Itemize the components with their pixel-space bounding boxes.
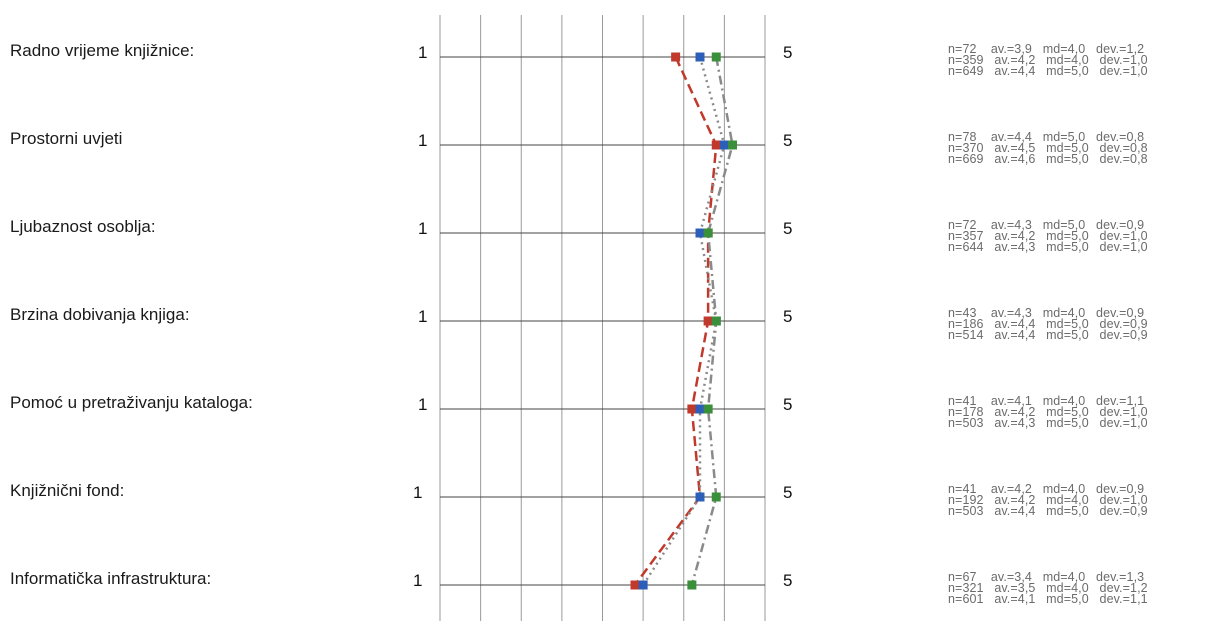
series-marker [695,228,705,238]
stats-line: n=78 av.=4,4 md=5,0 dev.=0,8 [948,130,1145,144]
stats-line: n=644 av.=4,3 md=5,0 dev.=1,0 [948,240,1148,254]
item-label: Brzina dobivanja knjiga: [10,305,190,324]
series-marker [630,580,640,590]
stats-line: n=41 av.=4,2 md=4,0 dev.=0,9 [948,482,1145,496]
scale-min-label: 1 [418,131,428,150]
item-stats: n=41 av.=4,1 md=4,0 dev.=1,1 n=178 av.=4,… [948,394,1148,430]
stats-line: n=321 av.=3,5 md=4,0 dev.=1,2 [948,581,1148,595]
stats-line: n=41 av.=4,1 md=4,0 dev.=1,1 [948,394,1145,408]
scale-max-label: 5 [783,43,793,62]
stats-line: n=503 av.=4,3 md=5,0 dev.=1,0 [948,416,1148,430]
scale-max-label: 5 [783,483,793,502]
scale-max-label: 5 [783,131,793,150]
item-stats: n=43 av.=4,3 md=4,0 dev.=0,9 n=186 av.=4,… [948,306,1148,342]
scale-min-label: 1 [418,307,428,326]
series-marker [695,404,705,414]
stats-line: n=178 av.=4,2 md=5,0 dev.=1,0 [948,405,1148,419]
series-marker [703,404,713,414]
series-marker [711,140,721,150]
stats-line: n=72 av.=3,9 md=4,0 dev.=1,2 [948,42,1145,56]
stats-line: n=67 av.=3,4 md=4,0 dev.=1,3 [948,570,1145,584]
stats-line: n=72 av.=4,3 md=5,0 dev.=0,9 [948,218,1145,232]
scale-min-label: 1 [418,395,428,414]
item-label: Knjižnični fond: [10,481,125,500]
scale-max-label: 5 [783,571,793,590]
item-stats: n=72 av.=4,3 md=5,0 dev.=0,9 n=357 av.=4,… [948,218,1148,254]
series-marker [695,52,705,62]
scale-max-label: 5 [783,395,793,414]
series-marker [728,140,737,150]
item-label: Radno vrijeme knjižnice: [10,41,195,60]
stats-line: n=359 av.=4,2 md=4,0 dev.=1,0 [948,53,1148,67]
series-marker [671,52,681,62]
scale-max-label: 5 [783,307,793,326]
item-label: Informatička infrastruktura: [10,569,212,588]
series-marker [638,580,648,590]
series-marker [703,316,713,326]
stats-line: n=503 av.=4,4 md=5,0 dev.=0,9 [948,504,1148,518]
stats-line: n=514 av.=4,4 md=5,0 dev.=0,9 [948,328,1148,342]
series-marker [711,52,721,62]
series-marker [711,316,721,326]
item-stats: n=67 av.=3,4 md=4,0 dev.=1,3 n=321 av.=3,… [948,570,1148,606]
series-marker [703,228,713,238]
item-label: Pomoć u pretraživanju kataloga: [10,393,253,412]
stats-line: n=370 av.=4,5 md=5,0 dev.=0,8 [948,141,1148,155]
scale-min-label: 1 [418,43,428,62]
stats-line: n=649 av.=4,4 md=5,0 dev.=1,0 [948,64,1148,78]
stats-line: n=357 av.=4,2 md=5,0 dev.=1,0 [948,229,1148,243]
stats-line: n=186 av.=4,4 md=5,0 dev.=0,9 [948,317,1148,331]
item-label: Ljubaznost osoblja: [10,217,156,236]
item-label: Prostorni uvjeti [10,129,123,148]
stats-line: n=601 av.=4,1 md=5,0 dev.=1,1 [948,592,1148,606]
stats-line: n=669 av.=4,6 md=5,0 dev.=0,8 [948,152,1148,166]
stats-line: n=192 av.=4,2 md=4,0 dev.=1,0 [948,493,1148,507]
scale-min-label: 1 [413,571,423,590]
scale-max-label: 5 [783,219,793,238]
stats-line: n=43 av.=4,3 md=4,0 dev.=0,9 [948,306,1145,320]
series-marker [687,404,697,414]
scale-min-label: 1 [418,219,428,238]
item-stats: n=78 av.=4,4 md=5,0 dev.=0,8 n=370 av.=4,… [948,130,1148,166]
scale-min-label: 1 [413,483,423,502]
series-marker [711,492,721,502]
series-marker [719,140,729,150]
series-marker [687,580,697,590]
series-marker [695,492,705,502]
item-stats: n=72 av.=3,9 md=4,0 dev.=1,2 n=359 av.=4,… [948,42,1148,78]
item-stats: n=41 av.=4,2 md=4,0 dev.=0,9 n=192 av.=4,… [948,482,1148,518]
